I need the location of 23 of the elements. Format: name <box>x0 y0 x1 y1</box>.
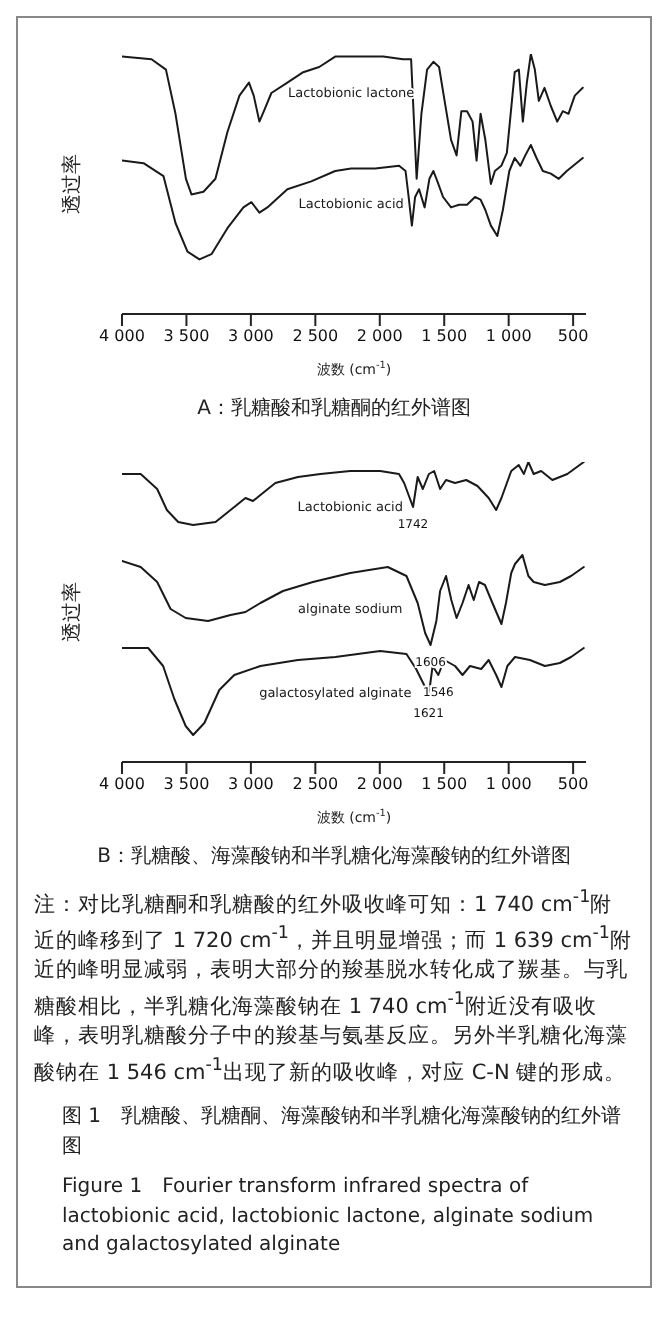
x-tick-label: 2 500 <box>292 327 339 346</box>
x-tick-label: 1 500 <box>421 775 468 794</box>
text: 注：对比乳糖酮和乳糖酸的红外吸收峰可知：1 740 cm$^{-1}$附近的峰移到了 1 720 cm$^{-1}$，并且明显增强；而 1 639 cm$^{-1}$附近的峰明显减弱，表明大部分的羧基脱水转化成了羰基。与乳糖酸相比，半乳糖化海藻酸钠在 1 740 cm$^{-1}$附近没有吸收峰，表明乳糖酸分子中的羧基与氨基反应。另外半乳糖化海藻酸钠在 1 546 cm$^{-1}$出现了新的吸收峰，对应 C-N 键的形成。 <box>34 888 632 1085</box>
text: A：乳糖酸和乳糖酮的红外谱图 <box>195 395 473 422</box>
x-tick-label: 3 500 <box>163 327 210 346</box>
x-tick-label: 3 000 <box>227 775 274 794</box>
x-tick-label: 2 000 <box>356 775 403 794</box>
x-tick-label: 1 000 <box>485 327 532 346</box>
y-axis-title: 透过率 <box>60 582 84 642</box>
x-tick-label: 1 500 <box>421 327 468 346</box>
x-tick-label: 500 <box>557 775 589 794</box>
text: B：乳糖酸、海藻酸钠和半乳糖化海藻酸钠的红外谱图 <box>95 843 573 870</box>
x-tick-label: 3 000 <box>227 327 274 346</box>
caption: 图 1 乳糖酸、乳糖酮、海藻酸钠和半乳糖化海藻酸钠的红外谱图 <box>60 1104 624 1162</box>
x-tick-label: 4 000 <box>99 775 145 794</box>
x-tick-label: 1 000 <box>485 775 532 794</box>
x-tick-label: 2 000 <box>356 327 403 346</box>
x-tick-label: 500 <box>557 327 589 346</box>
x-tick-label: 3 500 <box>163 775 210 794</box>
x-tick-label: 2 500 <box>292 775 339 794</box>
y-axis-title: 透过率 <box>60 154 84 214</box>
caption: Figure 1 Fourier transform infrared spectra of lactobionic acid, lactobionic lactone, alginate sodium and galactosylated alginate <box>60 1174 596 1261</box>
x-tick-label: 4 000 <box>99 327 145 346</box>
